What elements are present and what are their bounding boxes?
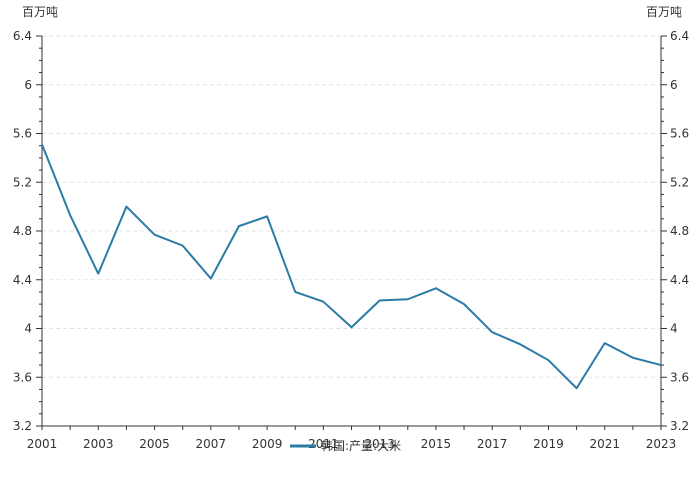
data-point[interactable] — [574, 386, 579, 391]
data-point[interactable] — [321, 299, 326, 304]
y-tick-label-right: 4.8 — [670, 224, 689, 238]
axes: 3.2 3.2 3.6 3.6 4 4 4.4 4.4 4.8 4.8 5.2 5.2 5.6 5.6 6 6… — [13, 5, 689, 451]
data-point[interactable] — [518, 342, 523, 347]
y-tick-label-left: 4.8 — [13, 224, 32, 238]
y-tick-label-left: 6 — [24, 78, 32, 92]
x-tick-label: 2021 — [589, 437, 620, 451]
data-point[interactable] — [265, 214, 270, 219]
series-line — [41, 144, 662, 390]
y-tick-label-left: 4 — [24, 322, 32, 336]
series-layer — [40, 142, 664, 391]
y-tick-label-left: 6.4 — [13, 29, 32, 43]
y-tick-label-left: 5.2 — [13, 175, 32, 189]
data-point[interactable] — [602, 341, 607, 346]
data-point[interactable] — [546, 358, 551, 363]
data-point[interactable] — [405, 297, 410, 302]
x-tick-label: 2005 — [139, 437, 170, 451]
data-point[interactable] — [236, 224, 241, 229]
data-point[interactable] — [152, 232, 157, 237]
data-point[interactable] — [490, 330, 495, 335]
data-point[interactable] — [630, 355, 635, 360]
y-tick-label-right: 6 — [670, 78, 678, 92]
y-axis-unit-left: 百万吨 — [22, 5, 58, 19]
y-tick-label-left: 5.6 — [13, 127, 32, 141]
legend[interactable]: 韩国:产量:大米 — [290, 438, 401, 453]
y-tick-label-right: 5.6 — [670, 127, 689, 141]
y-tick-label-right: 4.4 — [670, 273, 689, 287]
data-point[interactable] — [433, 286, 438, 291]
x-tick-label: 2015 — [421, 437, 452, 451]
data-point[interactable] — [180, 243, 185, 248]
data-point[interactable] — [96, 271, 101, 276]
x-tick-label: 2003 — [83, 437, 114, 451]
data-point[interactable] — [293, 289, 298, 294]
x-tick-label: 2023 — [646, 437, 677, 451]
x-tick-label: 2017 — [477, 437, 508, 451]
y-tick-label-right: 3.2 — [670, 419, 689, 433]
grid — [42, 35, 661, 378]
x-tick-label: 2007 — [196, 437, 227, 451]
data-point[interactable] — [208, 276, 213, 281]
data-point[interactable] — [124, 204, 129, 209]
y-tick-label-right: 5.2 — [670, 175, 689, 189]
data-point[interactable] — [659, 363, 664, 368]
y-tick-label-right: 6.4 — [670, 29, 689, 43]
data-point[interactable] — [462, 302, 467, 307]
y-tick-label-left: 3.2 — [13, 419, 32, 433]
y-axis-unit-right: 百万吨 — [646, 5, 682, 19]
data-point[interactable] — [40, 142, 45, 147]
y-tick-label-left: 4.4 — [13, 273, 32, 287]
y-tick-label-right: 4 — [670, 322, 678, 336]
x-tick-label: 2013 — [364, 437, 395, 451]
x-tick-label: 2019 — [533, 437, 564, 451]
x-tick-label: 2001 — [27, 437, 58, 451]
data-point[interactable] — [377, 298, 382, 303]
legend-label[interactable]: 韩国:产量:大米 — [321, 438, 401, 453]
y-tick-label-left: 3.6 — [13, 370, 32, 384]
data-point[interactable] — [68, 213, 73, 218]
x-tick-label: 2009 — [252, 437, 283, 451]
data-point[interactable] — [349, 325, 354, 330]
y-tick-label-right: 3.6 — [670, 370, 689, 384]
